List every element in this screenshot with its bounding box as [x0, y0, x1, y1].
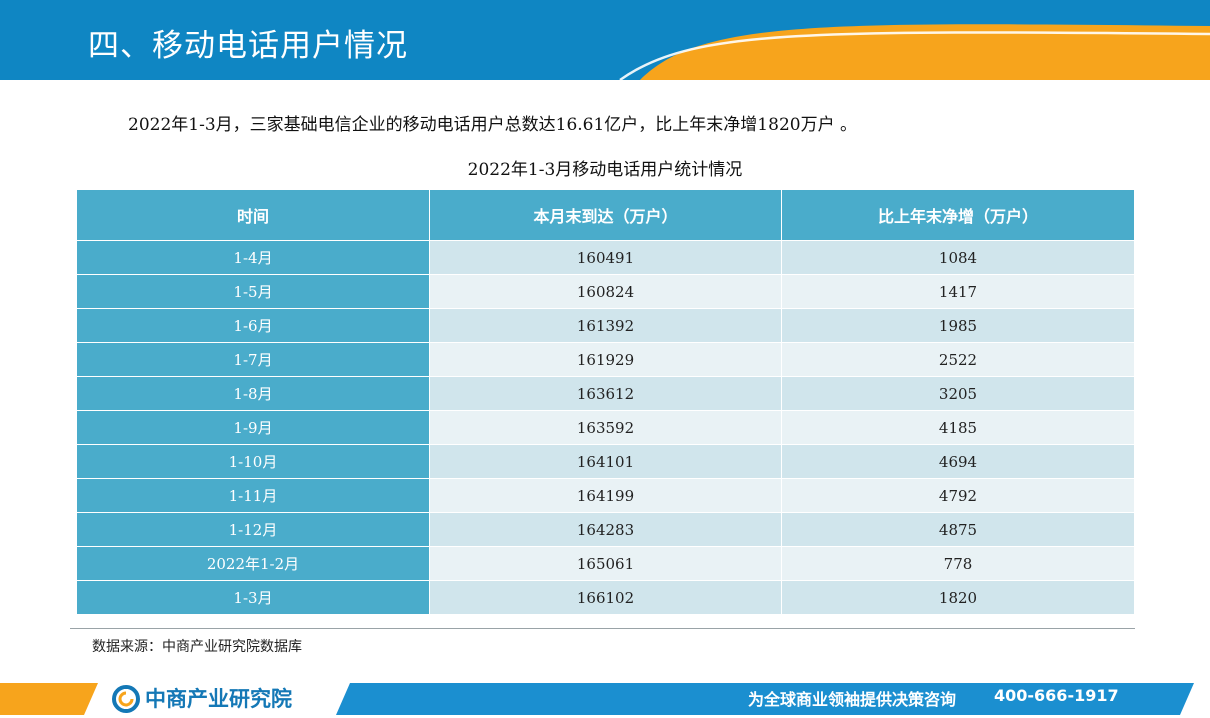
total-cell: 165061: [429, 546, 782, 581]
total-cell: 161392: [429, 308, 782, 343]
time-cell: 1-11月: [76, 478, 430, 513]
time-cell: 1-5月: [76, 274, 430, 309]
table-row: 1-4月 160491 1084: [76, 240, 1135, 275]
footer-background: [0, 683, 1194, 715]
total-cell: 164283: [429, 512, 782, 547]
total-cell: 164101: [429, 444, 782, 479]
intro-text: 2022年1-3月，三家基础电信企业的移动电话用户总数达16.61亿户，比上年末…: [128, 115, 857, 135]
increase-cell: 1820: [781, 580, 1135, 615]
increase-cell: 2522: [781, 342, 1135, 377]
header-increase: 比上年末净增（万户）: [781, 189, 1135, 241]
total-cell: 164199: [429, 478, 782, 513]
increase-cell: 778: [781, 546, 1135, 581]
time-cell: 1-3月: [76, 580, 430, 615]
table-row: 1-3月 166102 1820: [76, 580, 1135, 615]
table-row: 1-9月 163592 4185: [76, 410, 1135, 445]
time-cell: 1-9月: [76, 410, 430, 445]
total-cell: 161929: [429, 342, 782, 377]
time-cell: 1-8月: [76, 376, 430, 411]
time-cell: 1-4月: [76, 240, 430, 275]
footer-slogan: 为全球商业领袖提供决策咨询: [748, 690, 957, 709]
increase-cell: 1985: [781, 308, 1135, 343]
table-row: 1-6月 161392 1985: [76, 308, 1135, 343]
time-cell: 1-6月: [76, 308, 430, 343]
table-title: 2022年1-3月移动电话用户统计情况: [467, 160, 743, 180]
increase-cell: 1417: [781, 274, 1135, 309]
source-note: 数据来源：中商产业研究院数据库: [92, 639, 302, 655]
total-cell: 163612: [429, 376, 782, 411]
time-cell: 1-12月: [76, 512, 430, 547]
header-time: 时间: [76, 189, 430, 241]
total-cell: 166102: [429, 580, 782, 615]
brand-name: 中商产业研究院: [145, 687, 292, 711]
header-total: 本月末到达（万户）: [429, 189, 782, 241]
table-row: 1-12月 164283 4875: [76, 512, 1135, 547]
stats-table: 时间 本月末到达（万户） 比上年末净增（万户） 1-4月 160491 1084…: [76, 189, 1135, 615]
increase-cell: 3205: [781, 376, 1135, 411]
table-row: 1-7月 161929 2522: [76, 342, 1135, 377]
divider: [70, 628, 1135, 629]
total-cell: 160491: [429, 240, 782, 275]
total-cell: 163592: [429, 410, 782, 445]
company-logo-icon: [112, 685, 140, 713]
increase-cell: 4185: [781, 410, 1135, 445]
table-row: 1-11月 164199 4792: [76, 478, 1135, 513]
header-swoosh: [619, 24, 1210, 80]
increase-cell: 4792: [781, 478, 1135, 513]
table-row: 1-5月 160824 1417: [76, 274, 1135, 309]
increase-cell: 1084: [781, 240, 1135, 275]
footer-phone: 400-666-1917: [994, 686, 1119, 705]
table-row: 1-8月 163612 3205: [76, 376, 1135, 411]
page-title: 四、移动电话用户情况: [88, 28, 408, 64]
table-row: 2022年1-2月 165061 778: [76, 546, 1135, 581]
increase-cell: 4875: [781, 512, 1135, 547]
time-cell: 2022年1-2月: [76, 546, 430, 581]
time-cell: 1-7月: [76, 342, 430, 377]
increase-cell: 4694: [781, 444, 1135, 479]
table-row: 1-10月 164101 4694: [76, 444, 1135, 479]
total-cell: 160824: [429, 274, 782, 309]
header-banner: 四、移动电话用户情况: [0, 0, 1210, 80]
footer-bar: 中商产业研究院 为全球商业领袖提供决策咨询 400-666-1917: [0, 680, 1210, 718]
table-header-row: 时间 本月末到达（万户） 比上年末净增（万户）: [76, 189, 1135, 241]
time-cell: 1-10月: [76, 444, 430, 479]
